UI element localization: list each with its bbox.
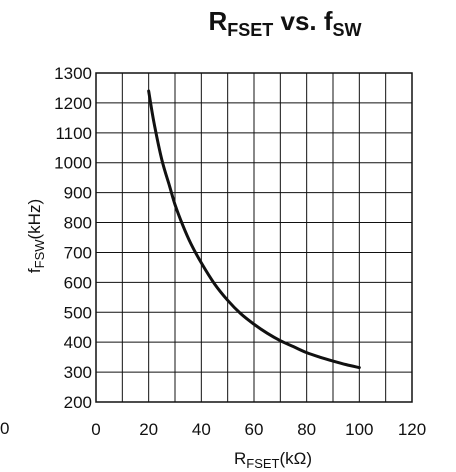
x-axis-label-unit: (kΩ) bbox=[279, 449, 312, 468]
y-tick-label: 400 bbox=[64, 333, 92, 352]
x-axis-label-main: R bbox=[234, 449, 246, 468]
plot-frame bbox=[95, 72, 413, 403]
y-tick-label: 1000 bbox=[54, 154, 92, 173]
x-tick-label: 100 bbox=[345, 420, 373, 439]
title-f-subscript: SW bbox=[333, 20, 362, 40]
y-tick-label: 1300 bbox=[54, 64, 92, 83]
series-line bbox=[147, 89, 361, 370]
y-tick-label: 200 bbox=[64, 393, 92, 412]
y-axis-label-subscript: FSW bbox=[32, 239, 47, 269]
title-vs-f: vs. f bbox=[273, 6, 333, 36]
y-axis-label: fFSW(kHz) bbox=[25, 199, 47, 273]
y-axis-ticks: 200 300 400 500 600 700 800 900 1000 1100 1200 1300 bbox=[54, 64, 92, 412]
y-axis-label-main: f bbox=[25, 268, 44, 273]
y-tick-label: 300 bbox=[64, 363, 92, 382]
title-r-subscript: FSET bbox=[227, 20, 273, 40]
x-tick-label: 40 bbox=[192, 420, 211, 439]
x-axis-label-subscript: FSET bbox=[246, 456, 279, 471]
y-tick-label: 600 bbox=[64, 273, 92, 292]
y-tick-label: 800 bbox=[64, 214, 92, 233]
y-tick-label: 700 bbox=[64, 243, 92, 262]
grid bbox=[96, 73, 412, 402]
y-tick-label: 1200 bbox=[54, 94, 92, 113]
y-tick-label: 500 bbox=[64, 303, 92, 322]
x-axis-ticks: 0 20 40 60 80 100 120 bbox=[91, 420, 426, 439]
y-axis-label-unit: (kHz) bbox=[25, 199, 44, 240]
x-tick-label: 80 bbox=[297, 420, 316, 439]
y-tick-label: 1100 bbox=[55, 124, 92, 143]
title-r: R bbox=[208, 6, 227, 36]
x-tick-label: 60 bbox=[245, 420, 264, 439]
y-tick-label: 900 bbox=[64, 184, 92, 203]
x-tick-label: 120 bbox=[398, 420, 426, 439]
x-tick-label: 0 bbox=[91, 420, 100, 439]
x-axis-label: RFSET(kΩ) bbox=[234, 449, 312, 471]
chart-title: RFSET vs. fSW bbox=[208, 6, 361, 40]
x-tick-label: 20 bbox=[139, 420, 158, 439]
stray-tick-label: 0 bbox=[0, 419, 9, 438]
